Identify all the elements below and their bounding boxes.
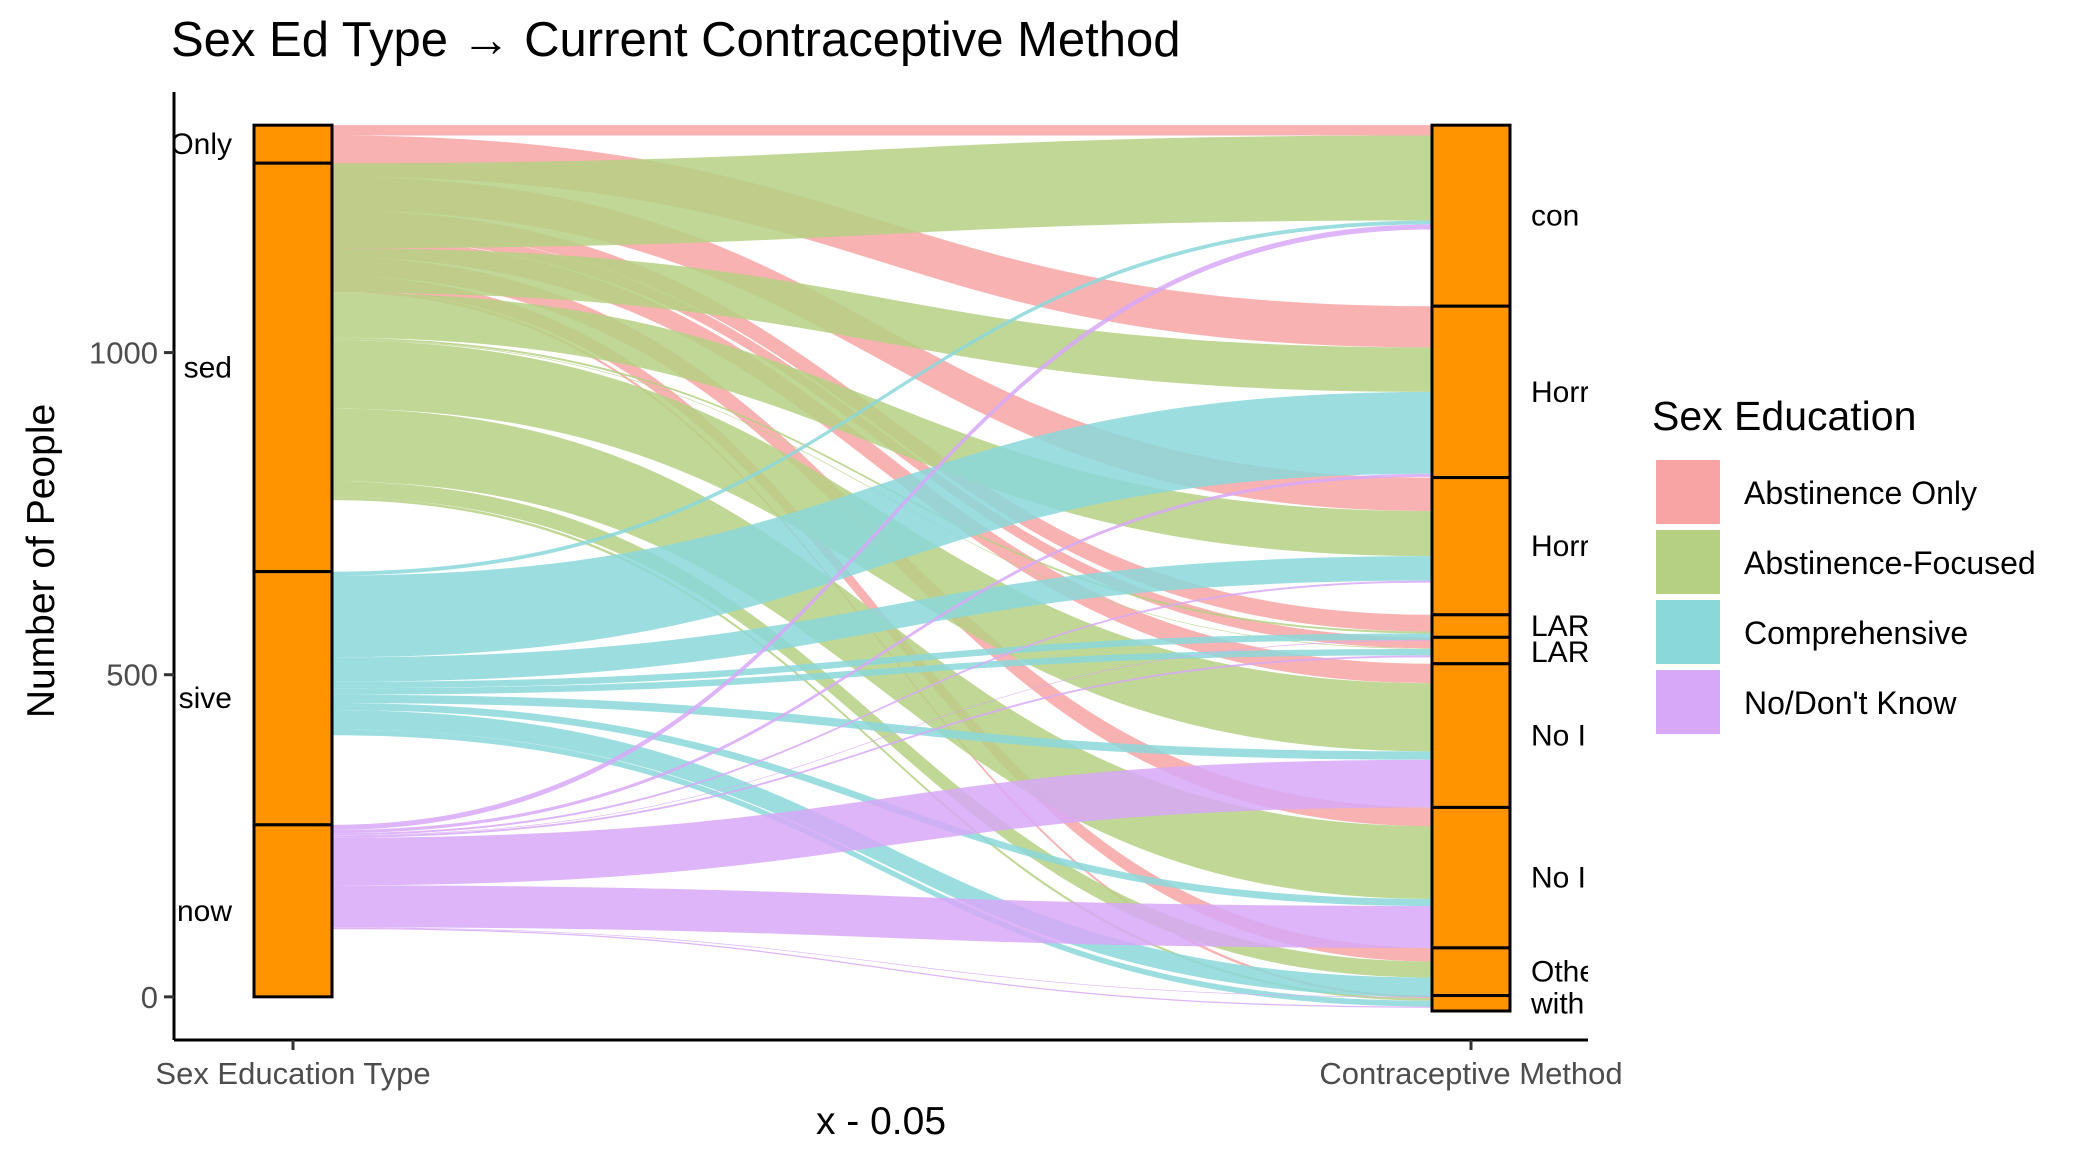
left-stratum-label-3: now	[177, 895, 232, 928]
strata-layer	[252, 123, 1512, 1013]
flow-1-1	[332, 248, 1432, 392]
right-stratum-label-3: LAR	[1531, 610, 1589, 643]
flow-2-7	[332, 710, 1432, 997]
flow-2-0	[332, 220, 1432, 576]
legend-label-0: Abstinence Only	[1744, 475, 1977, 511]
right-stratum-label-7: Othe	[1531, 956, 1596, 989]
left-stratum-2	[252, 570, 334, 827]
legend-swatch-3	[1656, 670, 1720, 734]
flow-3-2	[332, 580, 1432, 836]
x-tick-label-1: Contraceptive Method	[1319, 1056, 1622, 1091]
flow-0-0	[332, 125, 1432, 136]
right-stratum-3	[1430, 613, 1512, 639]
flow-3-7	[332, 927, 1432, 998]
flow-2-2	[332, 556, 1432, 682]
flow-2-5	[332, 694, 1432, 760]
right-stratum-0	[1430, 123, 1512, 308]
right-stratum-label-6: No I	[1531, 862, 1586, 895]
x-axis-title: x - 0.05	[816, 1100, 946, 1143]
right-stratum-8	[1430, 994, 1512, 1013]
legend-label-1: Abstinence-Focused	[1744, 545, 2036, 581]
flow-2-8	[332, 729, 1432, 1007]
right-stratum-7	[1430, 946, 1512, 998]
right-stratum-2	[1430, 476, 1512, 617]
right-stratum-label-5: No I	[1531, 720, 1586, 753]
legend-swatch-1	[1656, 530, 1720, 594]
left-stratum-label-1: sed	[184, 351, 232, 384]
legend-label-3: No/Don't Know	[1744, 685, 1957, 721]
flow-2-3	[332, 633, 1432, 689]
legend-swatch-2	[1656, 600, 1720, 664]
y-tick-label-1: 500	[106, 658, 158, 693]
flow-3-5	[332, 759, 1432, 886]
flow-3-3	[332, 639, 1432, 836]
x-tick-label-0: Sex Education Type	[155, 1056, 430, 1091]
right-stratum-label-0: con	[1531, 200, 1579, 233]
left-stratum-1	[252, 161, 334, 574]
chart-title: Sex Ed Type → Current Contraceptive Meth…	[171, 13, 1181, 67]
flow-0-2	[332, 176, 1432, 512]
right-stratum-label-2: Horr	[1531, 530, 1589, 563]
left-stratum-3	[252, 823, 334, 999]
y-tick-label-2: 1000	[89, 336, 158, 371]
legend-title: Sex Education	[1652, 393, 1916, 439]
right-stratum-label-4: LAR	[1531, 636, 1589, 669]
flow-3-6	[332, 885, 1432, 948]
flow-1-8	[332, 497, 1432, 1001]
y-axis-title: Number of People	[20, 404, 63, 718]
flow-3-1	[332, 473, 1432, 834]
right-stratum-6	[1430, 805, 1512, 950]
y-tick-label-0: 0	[141, 980, 158, 1015]
axes: 0 500 1000 Sex Education Type Contraceptive …	[20, 92, 1623, 1143]
flow-3-4	[332, 655, 1432, 838]
flow-3-0	[332, 224, 1432, 830]
legend-label-2: Comprehensive	[1744, 615, 1968, 651]
left-stratum-0	[252, 123, 334, 165]
right-stratum-4	[1430, 635, 1512, 666]
flow-2-4	[332, 648, 1432, 695]
legend: Sex Education Abstinence Only Abstinence-F…	[1652, 393, 2036, 734]
flow-0-5	[332, 237, 1432, 684]
right-stratum-1	[1430, 304, 1512, 480]
right-stratum-label-8: with	[1530, 987, 1584, 1020]
left-stratum-label-0: Only	[170, 128, 232, 161]
left-stratum-label-2: sive	[179, 682, 232, 715]
flow-1-0	[332, 135, 1432, 249]
flow-3-8	[332, 927, 1432, 1008]
right-stratum-label-1: Horr	[1531, 376, 1589, 409]
right-stratum-5	[1430, 662, 1512, 809]
legend-swatch-0	[1656, 460, 1720, 524]
flow-layer	[332, 125, 1432, 1008]
